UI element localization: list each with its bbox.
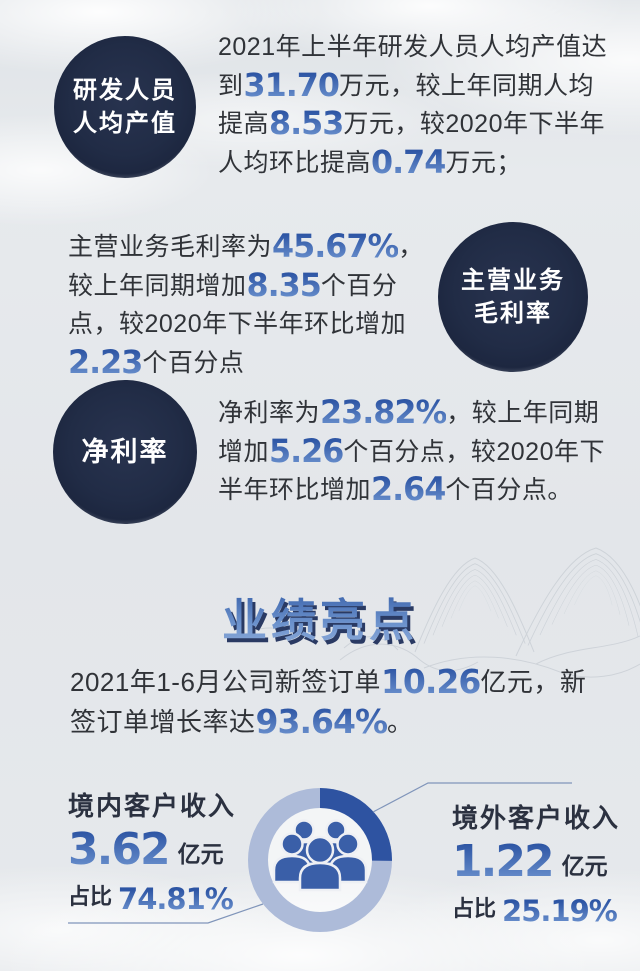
revenue-donut-chart: [248, 788, 392, 932]
highlight-number: 23.82%: [320, 395, 447, 431]
body-text: ，较上年同期增加: [218, 399, 600, 466]
body-text: 净利率为: [218, 399, 321, 427]
highlight-number: 93.64%: [255, 702, 389, 741]
highlight-number: 8.53: [269, 106, 344, 142]
rd-output-badge-label-line2: 人均产值: [73, 110, 177, 137]
overseas-revenue-value-row: 1.22 亿元: [452, 836, 640, 887]
net-margin-badge: 净利率: [53, 380, 197, 524]
body-text: 个百分点，较2020年下半年环比增加: [218, 437, 605, 505]
body-text: ，较上年同期增加: [68, 233, 424, 300]
overseas-revenue-unit: 亿元: [561, 853, 608, 880]
gross-margin-badge: 主营业务 毛利率: [438, 222, 588, 372]
net-margin-paragraph: 净利率为23.82%，较上年同期增加5.26个百分点，较2020年下半年环比增加…: [218, 394, 618, 510]
body-text: 主营业务毛利率为: [68, 233, 273, 261]
domestic-share-value: 74.81%: [118, 882, 234, 917]
highlight-number: 31.70: [243, 67, 340, 104]
rd-output-badge: 研发人员 人均产值: [54, 36, 196, 178]
body-text: 个百分点: [142, 348, 245, 377]
domestic-revenue-label: 境内客户收入: [68, 791, 237, 821]
domestic-revenue-block: 境内客户收入 3.62 亿元 占比 74.81%: [68, 786, 268, 914]
domestic-share-row: 占比 74.81%: [68, 879, 268, 914]
highlight-number: 2.23: [68, 344, 143, 381]
highlight-number: 10.26: [380, 662, 481, 701]
gross-margin-badge-label-line2: 毛利率: [474, 300, 552, 327]
body-text: 万元，较2020年下半年人均环比提高: [218, 110, 605, 177]
gross-margin-badge-label-line1: 主营业务: [461, 267, 565, 294]
highlight-number: 2.64: [371, 472, 446, 508]
body-text: 个百分点。: [445, 476, 573, 504]
body-text: 亿元，新签订单增长率达: [70, 667, 587, 737]
domestic-share-prefix: 占比: [68, 884, 113, 910]
highlight-number: 8.35: [246, 267, 322, 304]
body-text: 2021年上半年研发人员人均产值达到: [218, 33, 608, 100]
body-text: 。: [387, 707, 414, 737]
highlight-number: 5.26: [269, 433, 344, 470]
donut-overseas-arc: [248, 788, 392, 932]
highlights-paragraph: 2021年1-6月公司新签订单10.26亿元，新签订单增长率达93.64%。: [70, 662, 588, 742]
overseas-revenue-label: 境外客户收入: [452, 803, 621, 833]
overseas-revenue-block: 境外客户收入 1.22 亿元 占比 25.19%: [452, 798, 640, 926]
overseas-revenue-value: 1.22: [452, 836, 555, 887]
rd-output-badge-label-line1: 研发人员: [73, 77, 177, 104]
highlight-number: 0.74: [371, 144, 446, 181]
overseas-share-row: 占比 25.19%: [452, 891, 640, 926]
body-text: 万元；: [445, 148, 522, 177]
domestic-revenue-value-row: 3.62 亿元: [68, 824, 268, 875]
body-text: 2021年1-6月公司新签订单: [70, 667, 381, 697]
body-text: 万元，较上年同期人均提高: [218, 71, 594, 139]
net-margin-badge-label: 净利率: [81, 436, 169, 467]
domestic-revenue-unit: 亿元: [177, 841, 224, 868]
people-group-icon: [272, 819, 368, 892]
rd-output-paragraph: 2021年上半年研发人员人均产值达到31.70万元，较上年同期人均提高8.53万…: [218, 28, 618, 182]
overseas-share-prefix: 占比: [452, 896, 497, 922]
highlight-number: 45.67%: [272, 229, 399, 265]
gross-margin-paragraph: 主营业务毛利率为45.67%，较上年同期增加8.35个百分点，较2020年下半年…: [68, 228, 446, 382]
highlights-title: 业绩亮点: [0, 584, 640, 649]
domestic-revenue-value: 3.62: [68, 824, 171, 875]
overseas-share-value: 25.19%: [502, 894, 618, 929]
body-text: 个百分点，较2020年下半年环比增加: [68, 271, 407, 339]
